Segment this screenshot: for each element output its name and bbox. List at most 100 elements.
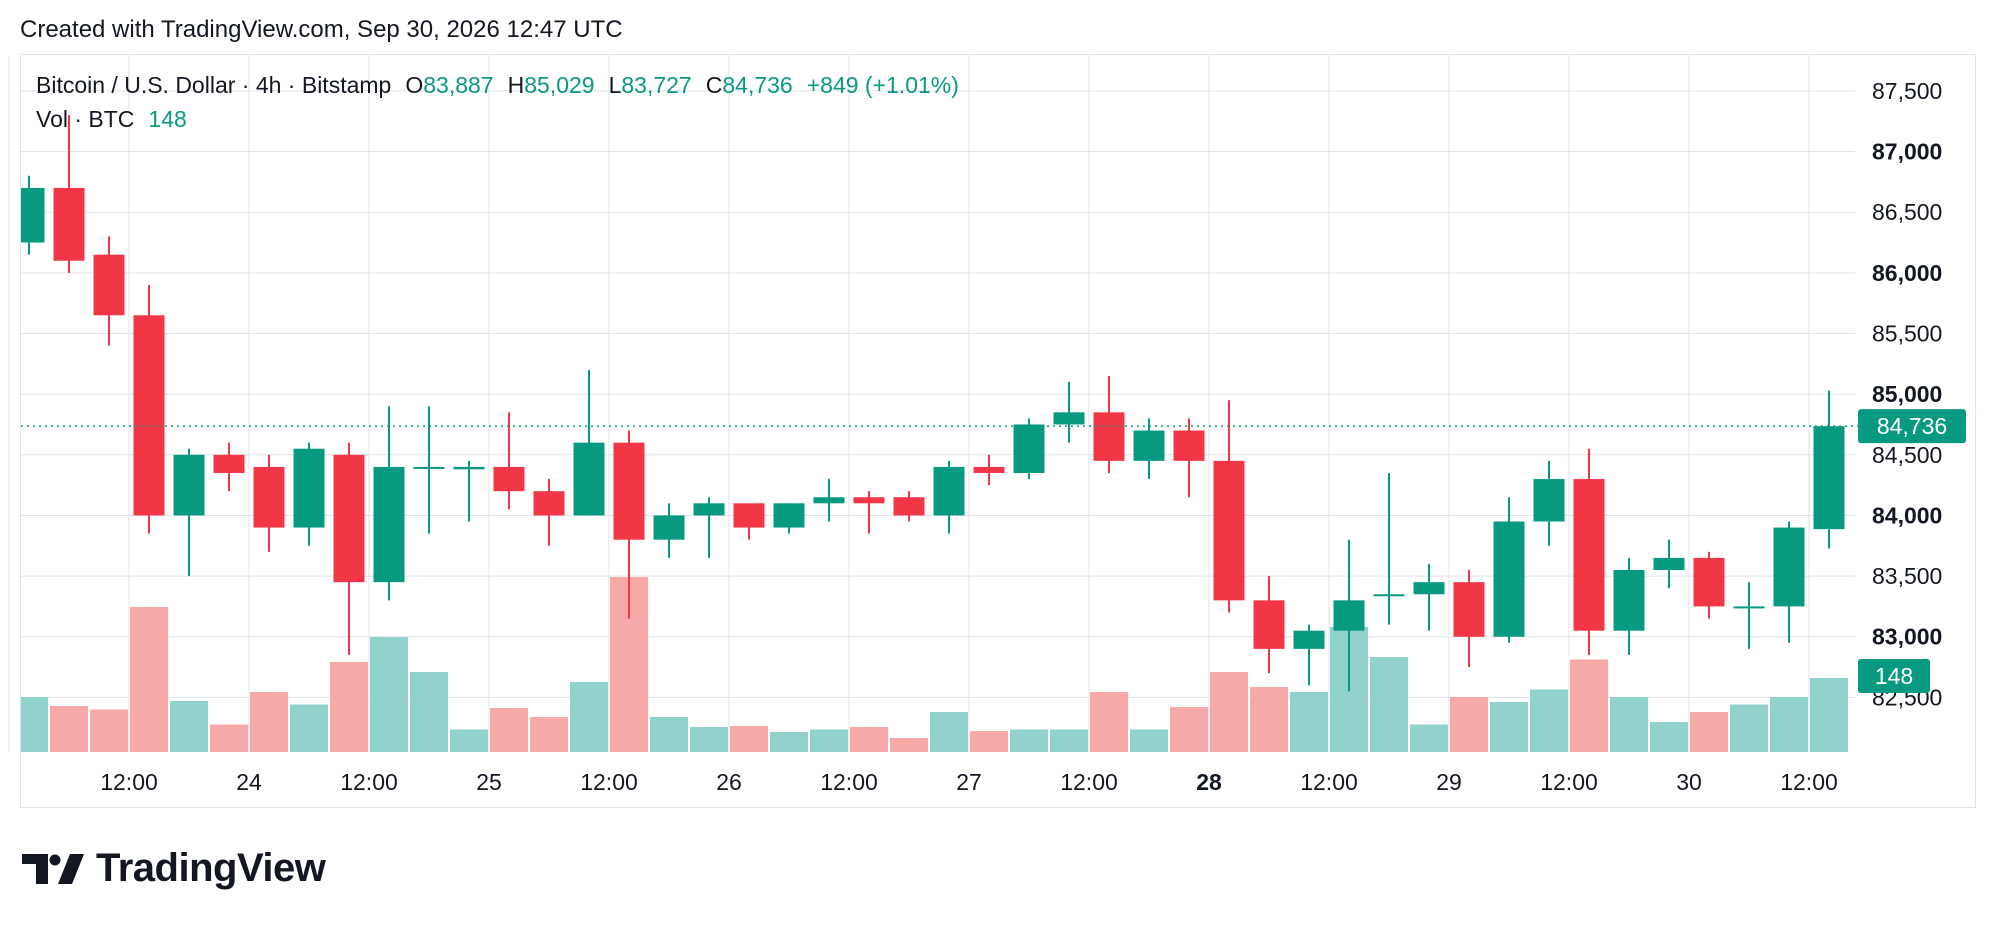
volume-bar: [1370, 657, 1408, 752]
volume-bar: [930, 712, 968, 752]
candle-body: [773, 503, 805, 528]
x-tick-label: 28: [1196, 769, 1222, 795]
candle-body: [1293, 630, 1325, 649]
x-tick-label: 12:00: [100, 769, 158, 795]
close-value: 84,736: [722, 72, 793, 98]
volume-bar: [1690, 712, 1728, 752]
candle-body: [1693, 557, 1725, 607]
x-tick-label: 12:00: [1780, 769, 1838, 795]
price-axis[interactable]: 82,50083,00083,50084,00084,50085,00085,5…: [1872, 78, 1942, 711]
low-label: L: [608, 72, 622, 98]
candle-body: [493, 466, 525, 492]
volume-bar: [130, 607, 168, 752]
candle-body: [53, 187, 85, 261]
volume-bar: [530, 717, 568, 752]
candle-body: [1773, 527, 1805, 607]
y-tick-label: 83,500: [1872, 563, 1942, 589]
candle-body: [533, 491, 565, 516]
volume-bar: [170, 701, 208, 752]
volume-bar: [570, 682, 608, 752]
candle-body: [653, 515, 685, 540]
x-tick-label: 30: [1676, 769, 1702, 795]
x-tick-label: 12:00: [580, 769, 638, 795]
volume-value: 148: [148, 106, 187, 132]
candle-body: [413, 466, 445, 469]
volume-bar: [850, 727, 888, 752]
candle-body: [1733, 606, 1765, 609]
volume-bar: [90, 709, 128, 752]
high-value: 85,029: [524, 72, 595, 98]
volume-bar: [1210, 672, 1248, 752]
candle-body: [213, 454, 245, 473]
volume-bar: [1050, 729, 1088, 752]
x-tick-label: 12:00: [820, 769, 878, 795]
candle-body: [973, 466, 1005, 473]
x-tick-label: 27: [956, 769, 982, 795]
tradingview-logo-icon: [22, 853, 84, 884]
volume-label: Vol · BTC: [36, 106, 135, 132]
candle-body: [1653, 557, 1685, 571]
candle-body: [1253, 600, 1285, 649]
volume-legend[interactable]: Vol · BTC 148: [36, 106, 187, 133]
last-volume-label: 148: [1875, 663, 1913, 689]
high-label: H: [507, 72, 525, 98]
y-tick-label: 84,000: [1872, 502, 1942, 528]
y-tick-label: 86,000: [1872, 260, 1942, 286]
candle-body: [1333, 600, 1365, 631]
volume-bar: [290, 704, 328, 752]
volume-bar: [1530, 689, 1568, 752]
candle-body: [253, 466, 285, 528]
x-tick-label: 12:00: [1300, 769, 1358, 795]
candle-body: [853, 497, 885, 504]
chart-pane[interactable]: [20, 54, 1976, 808]
candle-body: [1813, 426, 1845, 530]
volume-bar: [690, 727, 728, 752]
candle-body: [693, 503, 725, 516]
x-tick-label: 29: [1436, 769, 1462, 795]
symbol-legend[interactable]: Bitcoin / U.S. Dollar · 4h · Bitstamp O83…: [36, 72, 959, 99]
x-tick-label: 12:00: [340, 769, 398, 795]
candle-body: [21, 187, 45, 243]
volume-bar: [1290, 692, 1328, 752]
volume-bar: [1450, 697, 1488, 752]
volume-bar: [450, 729, 488, 752]
tradingview-brand[interactable]: TradingView: [22, 846, 326, 891]
candle-body: [893, 497, 925, 516]
volume-bar: [490, 708, 528, 752]
candle-body: [1573, 479, 1605, 631]
time-axis[interactable]: 23 12:00 24 12:00 25 12:00 26 12:00 27 12:00 28 12:…: [0, 769, 1838, 795]
candle-body: [1453, 582, 1485, 637]
x-tick-label: 24: [236, 769, 262, 795]
y-tick-label: 86,500: [1872, 199, 1942, 225]
candlestick-chart[interactable]: 82,50083,00083,50084,00084,50085,00085,5…: [0, 0, 1996, 810]
volume-bar: [250, 692, 288, 752]
volume-bar: [1770, 697, 1808, 752]
created-with-text: Created with TradingView.com, Sep 30, 20…: [20, 16, 623, 43]
volume-bar: [1010, 729, 1048, 752]
volume-bar: [970, 731, 1008, 752]
x-tick-label: 23: [0, 769, 22, 795]
low-value: 83,727: [621, 72, 692, 98]
brand-name: TradingView: [96, 846, 326, 890]
candle-body: [1413, 582, 1445, 595]
change-value: +849 (+1.01%): [806, 72, 959, 98]
y-tick-label: 85,000: [1872, 381, 1942, 407]
volume-bar: [1810, 678, 1848, 752]
volume-bar: [1570, 659, 1608, 752]
x-tick-label: 26: [716, 769, 742, 795]
volume-bar: [1730, 704, 1768, 752]
y-tick-label: 84,500: [1872, 442, 1942, 468]
volume-bar: [210, 724, 248, 752]
volume-bar: [730, 726, 768, 752]
candles: [21, 115, 1845, 692]
volume-bar: [770, 732, 808, 752]
candle-body: [733, 503, 765, 528]
candle-body: [573, 442, 605, 516]
volume-bar: [370, 637, 408, 752]
candle-body: [813, 497, 845, 504]
x-tick-label: 12:00: [1060, 769, 1118, 795]
candle-body: [1173, 430, 1205, 461]
volume-bar: [1610, 697, 1648, 752]
volume-bar: [1170, 707, 1208, 752]
last-volume-badge: [1858, 659, 1930, 693]
